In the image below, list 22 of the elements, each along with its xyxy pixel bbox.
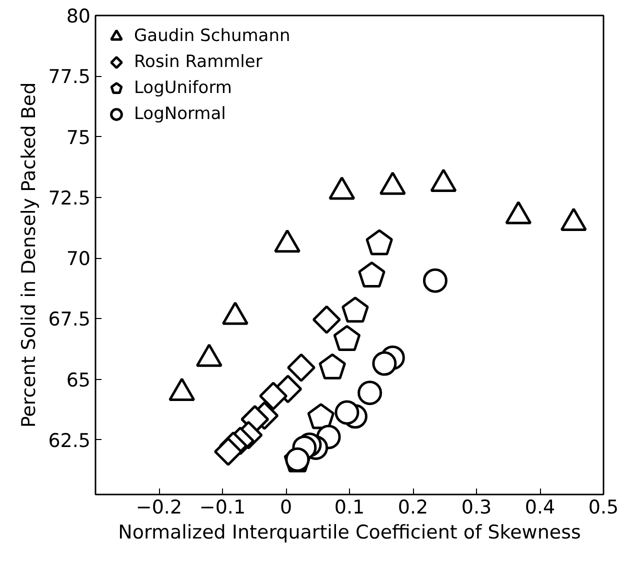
x-tick-label: −0.1	[199, 496, 246, 518]
y-tick-label: 65	[66, 369, 91, 392]
legend-label: Gaudin Schumann	[134, 26, 290, 46]
x-axis-title: Normalized Interquartile Coefficient of Skewness	[118, 522, 581, 544]
x-tick-label: −0.2	[136, 496, 182, 518]
y-axis-title: Percent Solid in Densely Packed Bed	[18, 82, 40, 428]
x-tick-label: 0.1	[334, 496, 365, 518]
y-tick-label: 77.5	[48, 66, 91, 88]
legend-label: Rosin Rammler	[134, 52, 262, 72]
x-tick-label: 0.5	[588, 496, 619, 518]
y-tick-label: 67.5	[48, 308, 91, 331]
legend-label: LogNormal	[134, 104, 226, 124]
y-tick-label: 80	[66, 6, 91, 28]
y-tick-label: 62.5	[48, 430, 91, 452]
y-tick-label: 75	[66, 126, 91, 149]
x-tick-label: 0.4	[524, 496, 556, 518]
y-tick-label: 70	[66, 248, 91, 270]
x-tick-label: 0	[280, 496, 292, 518]
x-tick-label: 0.3	[461, 496, 492, 518]
x-tick-label: 0.2	[398, 496, 428, 518]
y-tick-label: 72.5	[48, 187, 91, 210]
legend-label: LogUniform	[134, 78, 232, 98]
